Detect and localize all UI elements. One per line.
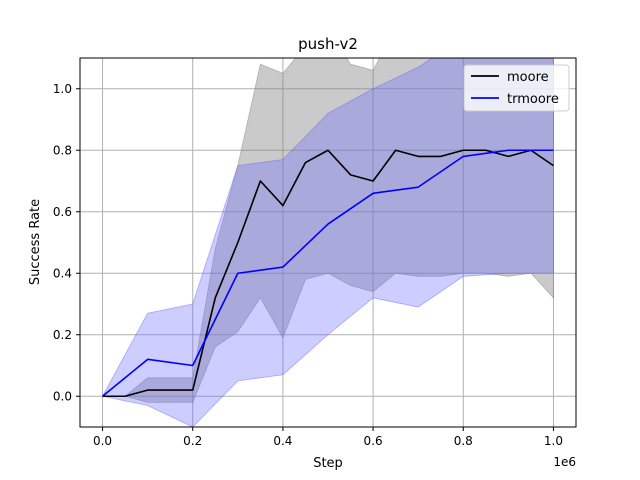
y-axis-label: Success Rate [28,199,43,285]
x-axis-label: Step [313,456,343,471]
y-tick-label: 0.2 [53,328,72,342]
x-tick-label: 0.6 [364,434,383,448]
x-tick-label: 0.2 [183,434,202,448]
series-line-trmoore [102,149,554,397]
y-tick-label: 1.0 [53,82,72,96]
legend: moore trmoore [463,64,570,112]
series-line-moore [102,149,554,398]
x-tick-label: 0.0 [93,434,112,448]
y-tick-label: 0.0 [53,389,72,403]
y-tick-label: 0.8 [53,143,72,157]
series-lines [102,149,554,398]
x-tick-label: 0.8 [454,434,473,448]
x-axis-ticks: 0.0 0.2 0.4 0.6 0.8 1.0 [93,427,563,448]
x-tick-label: 1.0 [544,434,563,448]
y-tick-label: 0.6 [53,205,72,219]
chart-title: push-v2 [298,35,358,53]
y-axis-ticks: 0.0 0.2 0.4 0.6 0.8 1.0 [53,82,80,403]
confidence-bands [101,58,554,427]
plot-frame [79,57,577,428]
legend-label-trmoore: trmoore [507,92,559,107]
y-tick-label: 0.4 [53,266,72,280]
x-axis-offset-label: 1e6 [553,455,576,469]
x-tick-label: 0.4 [273,434,292,448]
legend-label-moore: moore [507,70,549,85]
